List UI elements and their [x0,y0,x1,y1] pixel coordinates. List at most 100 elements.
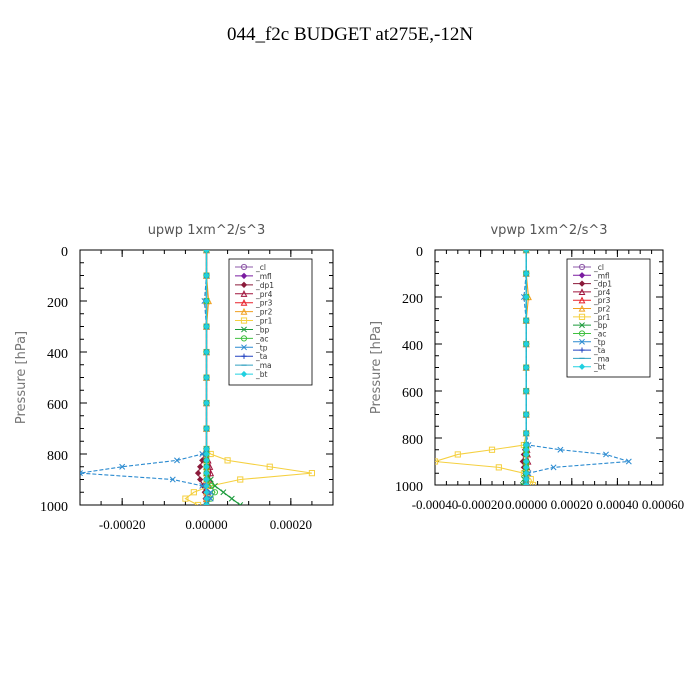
x-tick-label: 0.00040 [596,497,638,512]
point-bt [203,495,210,502]
legend-marker [579,322,585,329]
point-tp [199,451,206,457]
point-tp [80,470,83,477]
point-tp [203,250,210,253]
point-tp [174,457,180,464]
x-tick-label: -0.00020 [99,517,146,532]
y-axis-label: Pressure [hPa] [14,331,29,424]
y-tick-label: 200 [47,296,68,311]
point-pr1 [190,489,197,496]
legend-box [566,258,651,378]
legend-label: _pr4 [255,290,273,299]
point-bt [523,270,530,277]
point-pr1 [435,458,439,465]
series-group [435,250,632,485]
legend-marker [241,353,247,359]
point-bt [523,481,530,485]
x-tick-label: 0.00000 [505,497,547,512]
legend-marker [240,335,248,342]
point-pr1 [454,451,461,458]
point-bt [523,293,530,301]
series-line-pr1 [435,250,534,485]
point-bp [237,502,244,505]
y-tick-label: 400 [402,339,423,354]
legend-marker [579,338,585,345]
point-pr1 [308,470,316,477]
y-tick-label: 1000 [395,480,423,495]
point-tp [207,489,214,496]
legend-marker [240,298,248,306]
y-tick-label: 800 [402,433,423,448]
legend-label: _bt [255,370,268,379]
point-bt [203,250,210,254]
point-pr1 [488,446,496,453]
legend-marker [240,263,248,271]
point-bt [203,463,210,470]
legend-marker [578,296,586,304]
legend-marker [241,344,247,351]
legend-marker [578,280,586,287]
point-bt [203,297,210,305]
point-bt [523,250,530,254]
y-tick-label: 200 [402,292,423,307]
legend-marker [240,290,248,297]
point-tp [199,482,206,489]
legend-box [228,258,313,386]
point-bt [203,323,210,330]
point-bt [523,364,530,371]
legend-marker [578,304,586,312]
point-bt [523,464,530,471]
legend-marker [578,330,586,337]
legend-marker [578,288,586,296]
legend-label: _cl [593,263,604,272]
point-bp [220,489,227,496]
chart-panels: upwp 1xm^2/s^3 Pressure [hPa] 0 200 400 600 80… [14,223,684,532]
point-bt [203,450,210,458]
chart-title: vpwp 1xm^2/s^3 [490,223,607,238]
point-bt [523,317,530,324]
legend-label: _dp1 [255,281,274,290]
point-dp1 [197,476,204,483]
x-tick-label: -0.00020 [457,497,504,512]
point-bt [523,470,530,477]
legend-marker [240,370,248,378]
point-dp1 [194,469,202,477]
x-tick-label: 0.00020 [270,517,312,532]
point-bt [203,399,210,407]
point-bt [203,469,210,477]
point-pr1 [194,501,202,505]
point-tp [625,458,632,465]
point-tp [203,502,210,505]
legend-label: _ta [593,346,605,355]
legend-label: _pr1 [593,313,611,322]
legend-marker [578,363,586,370]
point-bt [523,340,530,348]
legend-label: _ta [255,352,267,361]
legend-marker [240,281,248,289]
legend-label: _ac [593,329,606,338]
point-bt [203,501,210,505]
point-pr1 [529,481,537,485]
x-tick-label: 0.00020 [551,497,593,512]
point-tp [550,464,557,471]
point-bp [228,495,235,502]
point-bt [203,476,210,483]
legend-marker [578,272,586,279]
point-pr1 [495,464,502,471]
chart-panel-1: upwp 1xm^2/s^3 Pressure [hPa] 0 200 400 600 80… [14,223,334,532]
point-bt [523,411,530,418]
legend-label: _tp [593,338,606,347]
point-bt [523,458,530,465]
y-tick-label: 0 [416,245,423,260]
point-tp [603,451,609,458]
point-tp [523,250,530,253]
legend-label: _ma [255,361,272,370]
y-tick-label: 600 [402,386,423,401]
point-pr1 [182,495,189,502]
point-tp [207,495,214,502]
legend-marker [579,347,585,353]
y-tick-label: 400 [47,347,68,362]
legend-label: _bp [255,325,270,334]
legend-label: _tp [255,343,268,352]
